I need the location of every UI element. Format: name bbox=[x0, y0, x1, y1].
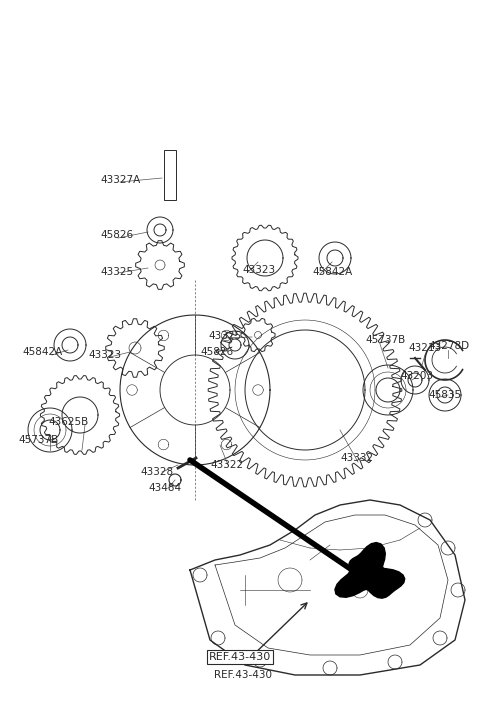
Text: 45737B: 45737B bbox=[365, 335, 405, 345]
Text: 43325: 43325 bbox=[208, 331, 241, 341]
Text: REF.43-430: REF.43-430 bbox=[209, 652, 271, 662]
Text: 45842A: 45842A bbox=[312, 267, 352, 277]
Text: 43328: 43328 bbox=[140, 467, 173, 477]
Polygon shape bbox=[335, 543, 405, 598]
Text: 43213: 43213 bbox=[408, 343, 441, 353]
Text: 43203: 43203 bbox=[400, 371, 433, 381]
Text: 43323: 43323 bbox=[88, 350, 121, 360]
Text: 43323: 43323 bbox=[242, 265, 275, 275]
Text: 43325: 43325 bbox=[100, 267, 133, 277]
Text: 45737B: 45737B bbox=[18, 435, 58, 445]
Text: 45842A: 45842A bbox=[22, 347, 62, 357]
Text: 43327A: 43327A bbox=[100, 175, 140, 185]
Text: REF.43-430: REF.43-430 bbox=[214, 670, 272, 680]
Text: 45826: 45826 bbox=[100, 230, 133, 240]
Text: 45826: 45826 bbox=[200, 347, 233, 357]
Text: 43484: 43484 bbox=[148, 483, 181, 493]
Text: 43332: 43332 bbox=[340, 453, 373, 463]
Bar bbox=[164, 150, 176, 200]
Text: 43278D: 43278D bbox=[428, 341, 469, 351]
Text: 43625B: 43625B bbox=[48, 417, 88, 427]
Text: 45835: 45835 bbox=[428, 390, 461, 400]
Text: 43322: 43322 bbox=[210, 460, 243, 470]
